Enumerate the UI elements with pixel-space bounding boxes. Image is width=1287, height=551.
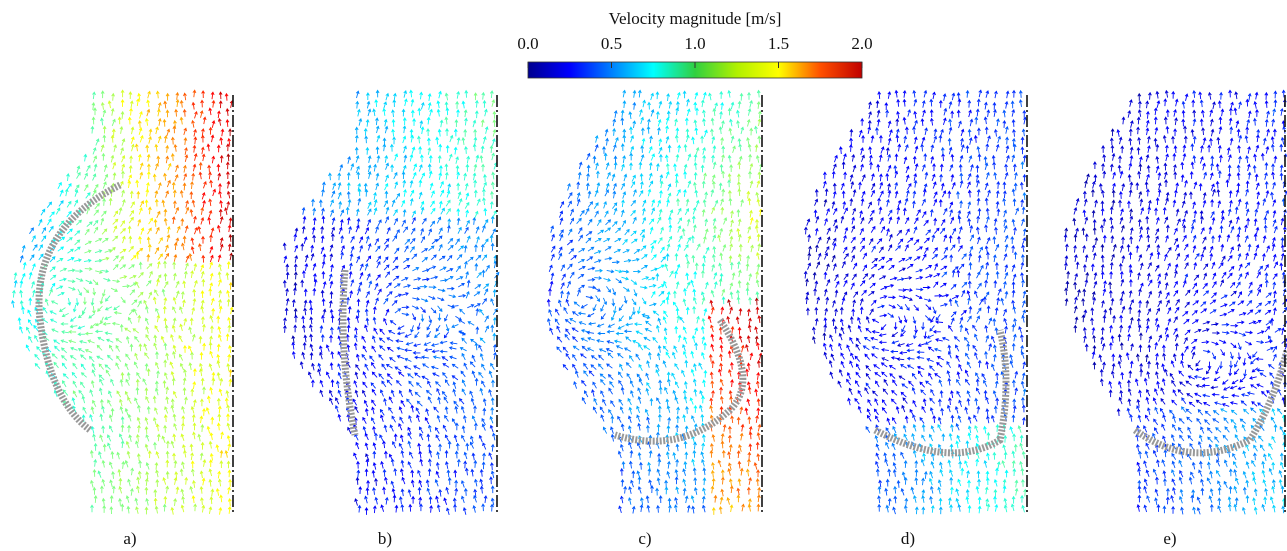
velocity-arrows (709, 378, 762, 496)
velocity-arrows (282, 225, 378, 506)
velocity-arrows (317, 217, 494, 516)
velocity-arrows (656, 89, 740, 326)
velocity-arrows (217, 91, 234, 252)
velocity-arrows (709, 299, 763, 368)
velocity-arrows (701, 101, 763, 297)
velocity-arrows (301, 206, 497, 513)
velocity-arrows (711, 504, 734, 515)
velocity-arrows (567, 101, 707, 513)
velocity-arrows (68, 90, 168, 515)
membrane (1132, 349, 1287, 457)
panel-label: d) (901, 529, 915, 548)
velocity-arrows (862, 89, 1027, 488)
colorbar-tick-label: 1.5 (768, 34, 789, 53)
velocity-arrows (283, 215, 458, 515)
velocity-arrows (803, 100, 913, 413)
velocity-arrows (190, 90, 216, 263)
velocity-arrows (1063, 89, 1241, 417)
panel-label: e) (1163, 529, 1176, 548)
velocity-arrows (473, 92, 497, 137)
velocity-arrows (950, 425, 1014, 514)
colorbar-tick-label: 1.0 (684, 34, 705, 53)
membrane (35, 181, 122, 433)
velocity-arrows (328, 89, 499, 344)
vector-fields (11, 89, 1287, 516)
velocity-arrows (444, 90, 496, 199)
velocity-arrows (614, 90, 706, 467)
panel-label: a) (123, 529, 136, 548)
velocity-arrows (311, 90, 500, 424)
velocity-arrows (1082, 89, 1287, 512)
velocity-arrows (1207, 407, 1286, 515)
velocity-arrows (374, 89, 488, 218)
velocity-arrows (171, 89, 205, 263)
velocity-arrows (546, 144, 706, 514)
velocity-arrows (805, 198, 836, 344)
velocity-arrows (1245, 408, 1287, 515)
colorbar-tick-label: 2.0 (851, 34, 872, 53)
velocity-arrows (548, 201, 624, 514)
velocity-arrows (708, 306, 761, 452)
velocity-arrows (1171, 406, 1265, 515)
velocity-arrows (19, 227, 34, 263)
velocity-arrows (134, 90, 233, 458)
velocity-arrows (41, 91, 125, 513)
velocity-arrows (1126, 89, 1287, 514)
velocity-arrows (21, 226, 46, 261)
velocity-arrows (17, 181, 75, 380)
velocity-arrows (146, 92, 184, 262)
velocity-arrows (120, 92, 234, 515)
velocity-arrows (709, 405, 762, 512)
velocity-arrows (593, 89, 707, 503)
velocity-arrows (865, 89, 1027, 515)
membrane (873, 329, 1010, 457)
velocity-arrows (1281, 414, 1286, 506)
membrane (613, 318, 747, 445)
velocity-arrows (813, 89, 989, 426)
panel-label: c) (638, 529, 651, 548)
velocity-arrows (676, 89, 761, 305)
velocity-arrows (226, 128, 233, 261)
velocity-arrows (291, 271, 298, 344)
velocity-arrows (107, 89, 232, 515)
velocity-arrows (749, 208, 763, 225)
velocity-arrows (100, 92, 206, 515)
velocity-arrows (546, 280, 554, 307)
membrane (339, 269, 359, 436)
velocity-arrows (346, 90, 452, 218)
colorbar-tick-label: 0.5 (601, 34, 622, 53)
velocity-arrows (1001, 425, 1028, 497)
velocity-arrows (417, 89, 498, 219)
velocity-arrows (201, 91, 232, 263)
velocity-arrows (163, 91, 194, 262)
velocity-arrows (736, 180, 761, 260)
velocity-arrows (1064, 92, 1150, 370)
velocity-arrows (12, 153, 95, 434)
colorbar-title: Velocity magnitude [m/s] (609, 9, 782, 28)
velocity-arrows (874, 161, 1027, 513)
velocity-arrows (710, 461, 752, 514)
panel-label: b) (378, 529, 392, 548)
velocity-arrows (727, 297, 759, 344)
velocity-arrows (707, 306, 761, 416)
velocity-arrows (641, 91, 725, 413)
colorbar-tick-label: 0.0 (517, 34, 538, 53)
velocity-arrows (711, 118, 762, 279)
